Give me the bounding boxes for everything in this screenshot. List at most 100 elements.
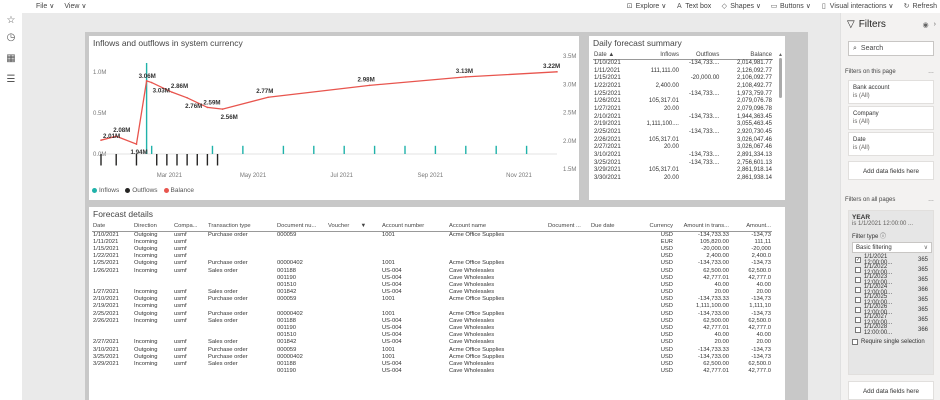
summary-row[interactable]: 2/10/2021 -134,733.... 1,944,363.45 — [593, 113, 773, 121]
details-row[interactable]: 1/26/2021 Incoming usmf Sales order 001188 US… — [92, 267, 772, 274]
filter-type-dropdown[interactable]: Basic filtering ∨ — [852, 242, 932, 253]
summary-row[interactable]: 2/19/2021 1,111,100.... 3,055,463.45 — [593, 121, 773, 129]
filter-card-year[interactable]: YEAR is 1/1/2021 12:00:00 ... Filter typ… — [848, 210, 934, 375]
details-col-header[interactable]: Voucher ▼ — [327, 222, 381, 232]
details-col-header[interactable]: Due date — [590, 222, 632, 232]
filters-search-input[interactable]: ⌕ Search — [848, 41, 934, 56]
summary-row[interactable]: 1/11/2021 111,111.00 2,126,092.77 — [593, 67, 773, 75]
star-icon[interactable]: ☆ — [6, 15, 16, 26]
forecast-details[interactable]: Forecast details Date Direction Compa... Tr… — [89, 207, 785, 400]
summary-row[interactable]: 1/26/2021 105,317.01 2,079,076.78 — [593, 97, 773, 105]
explore-button[interactable]: ⊡ Explore ∨ — [626, 2, 667, 10]
year-option-checkbox[interactable] — [855, 287, 861, 293]
more-options-icon[interactable]: … — [928, 197, 934, 203]
details-row[interactable]: 1/15/2021 Outgoing usmf USD -20,000.00 -20,00… — [92, 245, 772, 252]
summary-scrollbar[interactable]: ▲ — [778, 52, 783, 192]
clock-icon[interactable]: ◷ — [6, 32, 16, 43]
year-option-checkbox[interactable] — [855, 307, 861, 313]
daily-forecast-summary[interactable]: Daily forecast summary Date ▲ Inflows Ou… — [589, 36, 785, 200]
details-col-header[interactable]: Account name — [448, 222, 547, 232]
details-col-header[interactable]: Currency — [632, 222, 674, 232]
year-option[interactable]: 1/1/2025 12:00:00... 365 — [855, 294, 930, 306]
collapse-chevron-icon[interactable]: › — [933, 21, 936, 28]
shapes-button[interactable]: ◇ Shapes ∨ — [720, 2, 761, 10]
summary-row[interactable]: 2/25/2021 -134,733.... 2,920,730.45 — [593, 128, 773, 136]
year-option-checkbox[interactable] — [855, 267, 861, 273]
details-row[interactable]: 1/22/2021 Incoming usmf USD 2,400.00 2,400.0 — [92, 253, 772, 260]
year-option[interactable]: 1/1/2022 12:00:00... 365 — [855, 264, 930, 276]
filter-card-bank-account[interactable]: Bank account is (All) — [848, 80, 934, 104]
details-row[interactable]: 1/25/2021 Outgoing usmf Purchase order 00000… — [92, 260, 772, 267]
details-row[interactable]: 001190 US-004 Cave Wholesales USD 42,777.01 4… — [92, 324, 772, 331]
add-data-fields-all[interactable]: Add data fields here — [848, 381, 934, 400]
details-row[interactable]: 3/10/2021 Outgoing usmf Purchase order 00005… — [92, 346, 772, 353]
list-icon[interactable]: ☰ — [6, 74, 16, 85]
year-option[interactable]: 1/1/2028 12:00:00... 366 — [855, 324, 930, 336]
filter-card-date[interactable]: Date is (All) — [848, 132, 934, 156]
details-row[interactable]: 001190 US-004 Cave Wholesales USD 42,777.01 4… — [92, 368, 772, 375]
year-option[interactable]: ✓ 1/1/2021 12:00:00... 365 — [855, 254, 930, 266]
inflows-outflows-chart[interactable]: Inflows and outflows in system currency … — [89, 36, 579, 200]
year-option-checkbox[interactable] — [855, 327, 861, 333]
details-row[interactable]: 2/27/2021 Incoming usmf Sales order 001842 US… — [92, 339, 772, 346]
summary-row[interactable]: 1/10/2021 -134,733.... 2,014,981.77 — [593, 59, 773, 67]
filter-card-company[interactable]: Company is (All) — [848, 106, 934, 130]
add-data-fields-page[interactable]: Add data fields here — [848, 161, 934, 180]
view-menu[interactable]: View ∨ — [64, 3, 87, 10]
require-single-selection[interactable]: Require single selection — [852, 339, 930, 345]
scroll-up-icon[interactable]: ▲ — [778, 52, 783, 58]
details-row[interactable]: 3/25/2021 Outgoing usmf Purchase order 00000… — [92, 353, 772, 360]
details-col-header[interactable]: Direction — [133, 222, 173, 232]
details-col-header[interactable]: Transaction type — [207, 222, 276, 232]
details-row[interactable]: 1/11/2021 Incoming usmf EUR 105,820.00 111,11 — [92, 238, 772, 245]
summary-row[interactable]: 1/25/2021 -134,733.... 1,973,759.77 — [593, 90, 773, 98]
grid-icon[interactable]: ▦ — [6, 53, 16, 64]
legend-balance[interactable]: Balance — [163, 187, 194, 194]
details-row[interactable]: 2/19/2021 Incoming usmf USD 1,111,100.00 1,11… — [92, 303, 772, 310]
year-option-checkbox[interactable] — [855, 297, 861, 303]
details-col-header[interactable]: Document nu... — [276, 222, 327, 232]
details-col-header[interactable]: Account number — [381, 222, 448, 232]
details-col-header[interactable]: Amount... — [730, 222, 772, 232]
year-option[interactable]: 1/1/2026 12:00:00... 365 — [855, 304, 930, 316]
summary-row[interactable]: 3/29/2021 105,317.01 2,861,918.14 — [593, 167, 773, 175]
summary-row[interactable]: 2/26/2021 105,317.01 3,026,047.46 — [593, 136, 773, 144]
legend-inflows[interactable]: Inflows — [92, 187, 119, 194]
more-options-icon[interactable]: … — [928, 69, 934, 75]
details-col-header[interactable]: Date — [92, 222, 133, 232]
year-option-checkbox[interactable] — [855, 277, 861, 283]
details-row[interactable]: 001510 US-004 Cave Wholesales USD 40.00 40.00 — [92, 281, 772, 288]
year-option[interactable]: 1/1/2027 12:00:00... 365 — [855, 314, 930, 326]
summary-row[interactable]: 3/10/2021 -134,733.... 2,891,334.13 — [593, 151, 773, 159]
require-single-checkbox[interactable] — [852, 339, 858, 345]
summary-row[interactable]: 3/30/2021 20.00 2,861,938.14 — [593, 174, 773, 182]
refresh-button[interactable]: ↻ Refresh — [903, 2, 937, 10]
summary-col-balance[interactable]: Balance — [720, 51, 773, 60]
details-row[interactable]: 2/26/2021 Incoming usmf Sales order 001188 US… — [92, 317, 772, 324]
details-row[interactable]: 2/25/2021 Outgoing usmf Purchase order 00000… — [92, 310, 772, 317]
eye-icon[interactable]: ◉ — [922, 22, 929, 29]
summary-col-date[interactable]: Date ▲ — [593, 51, 638, 60]
details-row[interactable]: 2/10/2021 Outgoing usmf Purchase order 00005… — [92, 296, 772, 303]
details-col-header[interactable]: Amount in trans... — [674, 222, 730, 232]
summary-row[interactable]: 1/27/2021 20.00 2,079,096.78 — [593, 105, 773, 113]
buttons-button[interactable]: ▭ Buttons ∨ — [770, 2, 811, 10]
textbox-button[interactable]: A Text box — [675, 3, 711, 10]
summary-col-outflows[interactable]: Outflows — [679, 51, 721, 60]
details-row[interactable]: 1/10/2021 Outgoing usmf Purchase order 00005… — [92, 231, 772, 238]
summary-row[interactable]: 1/22/2021 2,400.00 2,108,492.77 — [593, 82, 773, 90]
summary-scroll-thumb[interactable] — [779, 58, 782, 98]
summary-row[interactable]: 2/27/2021 20.00 3,026,067.46 — [593, 144, 773, 152]
details-row[interactable]: 001510 US-004 Cave Wholesales USD 40.00 40.00 — [92, 332, 772, 339]
year-option[interactable]: 1/1/2024 12:00:00... 366 — [855, 284, 930, 296]
details-row[interactable]: 1/27/2021 Incoming usmf Sales order 001842 US… — [92, 289, 772, 296]
details-col-header[interactable]: Document ... — [547, 222, 590, 232]
year-option-checkbox[interactable]: ✓ — [855, 257, 861, 263]
year-option-checkbox[interactable] — [855, 317, 861, 323]
file-menu[interactable]: File ∨ — [36, 3, 55, 10]
year-option[interactable]: 1/1/2023 12:00:00... 365 — [855, 274, 930, 286]
details-row[interactable]: 001190 US-004 Cave Wholesales USD 42,777.01 4… — [92, 274, 772, 281]
summary-row[interactable]: 1/15/2021 -20,000.00 2,106,092.77 — [593, 74, 773, 82]
legend-outflows[interactable]: Outflows — [125, 187, 158, 194]
summary-row[interactable]: 3/25/2021 -134,733.... 2,756,601.13 — [593, 159, 773, 167]
